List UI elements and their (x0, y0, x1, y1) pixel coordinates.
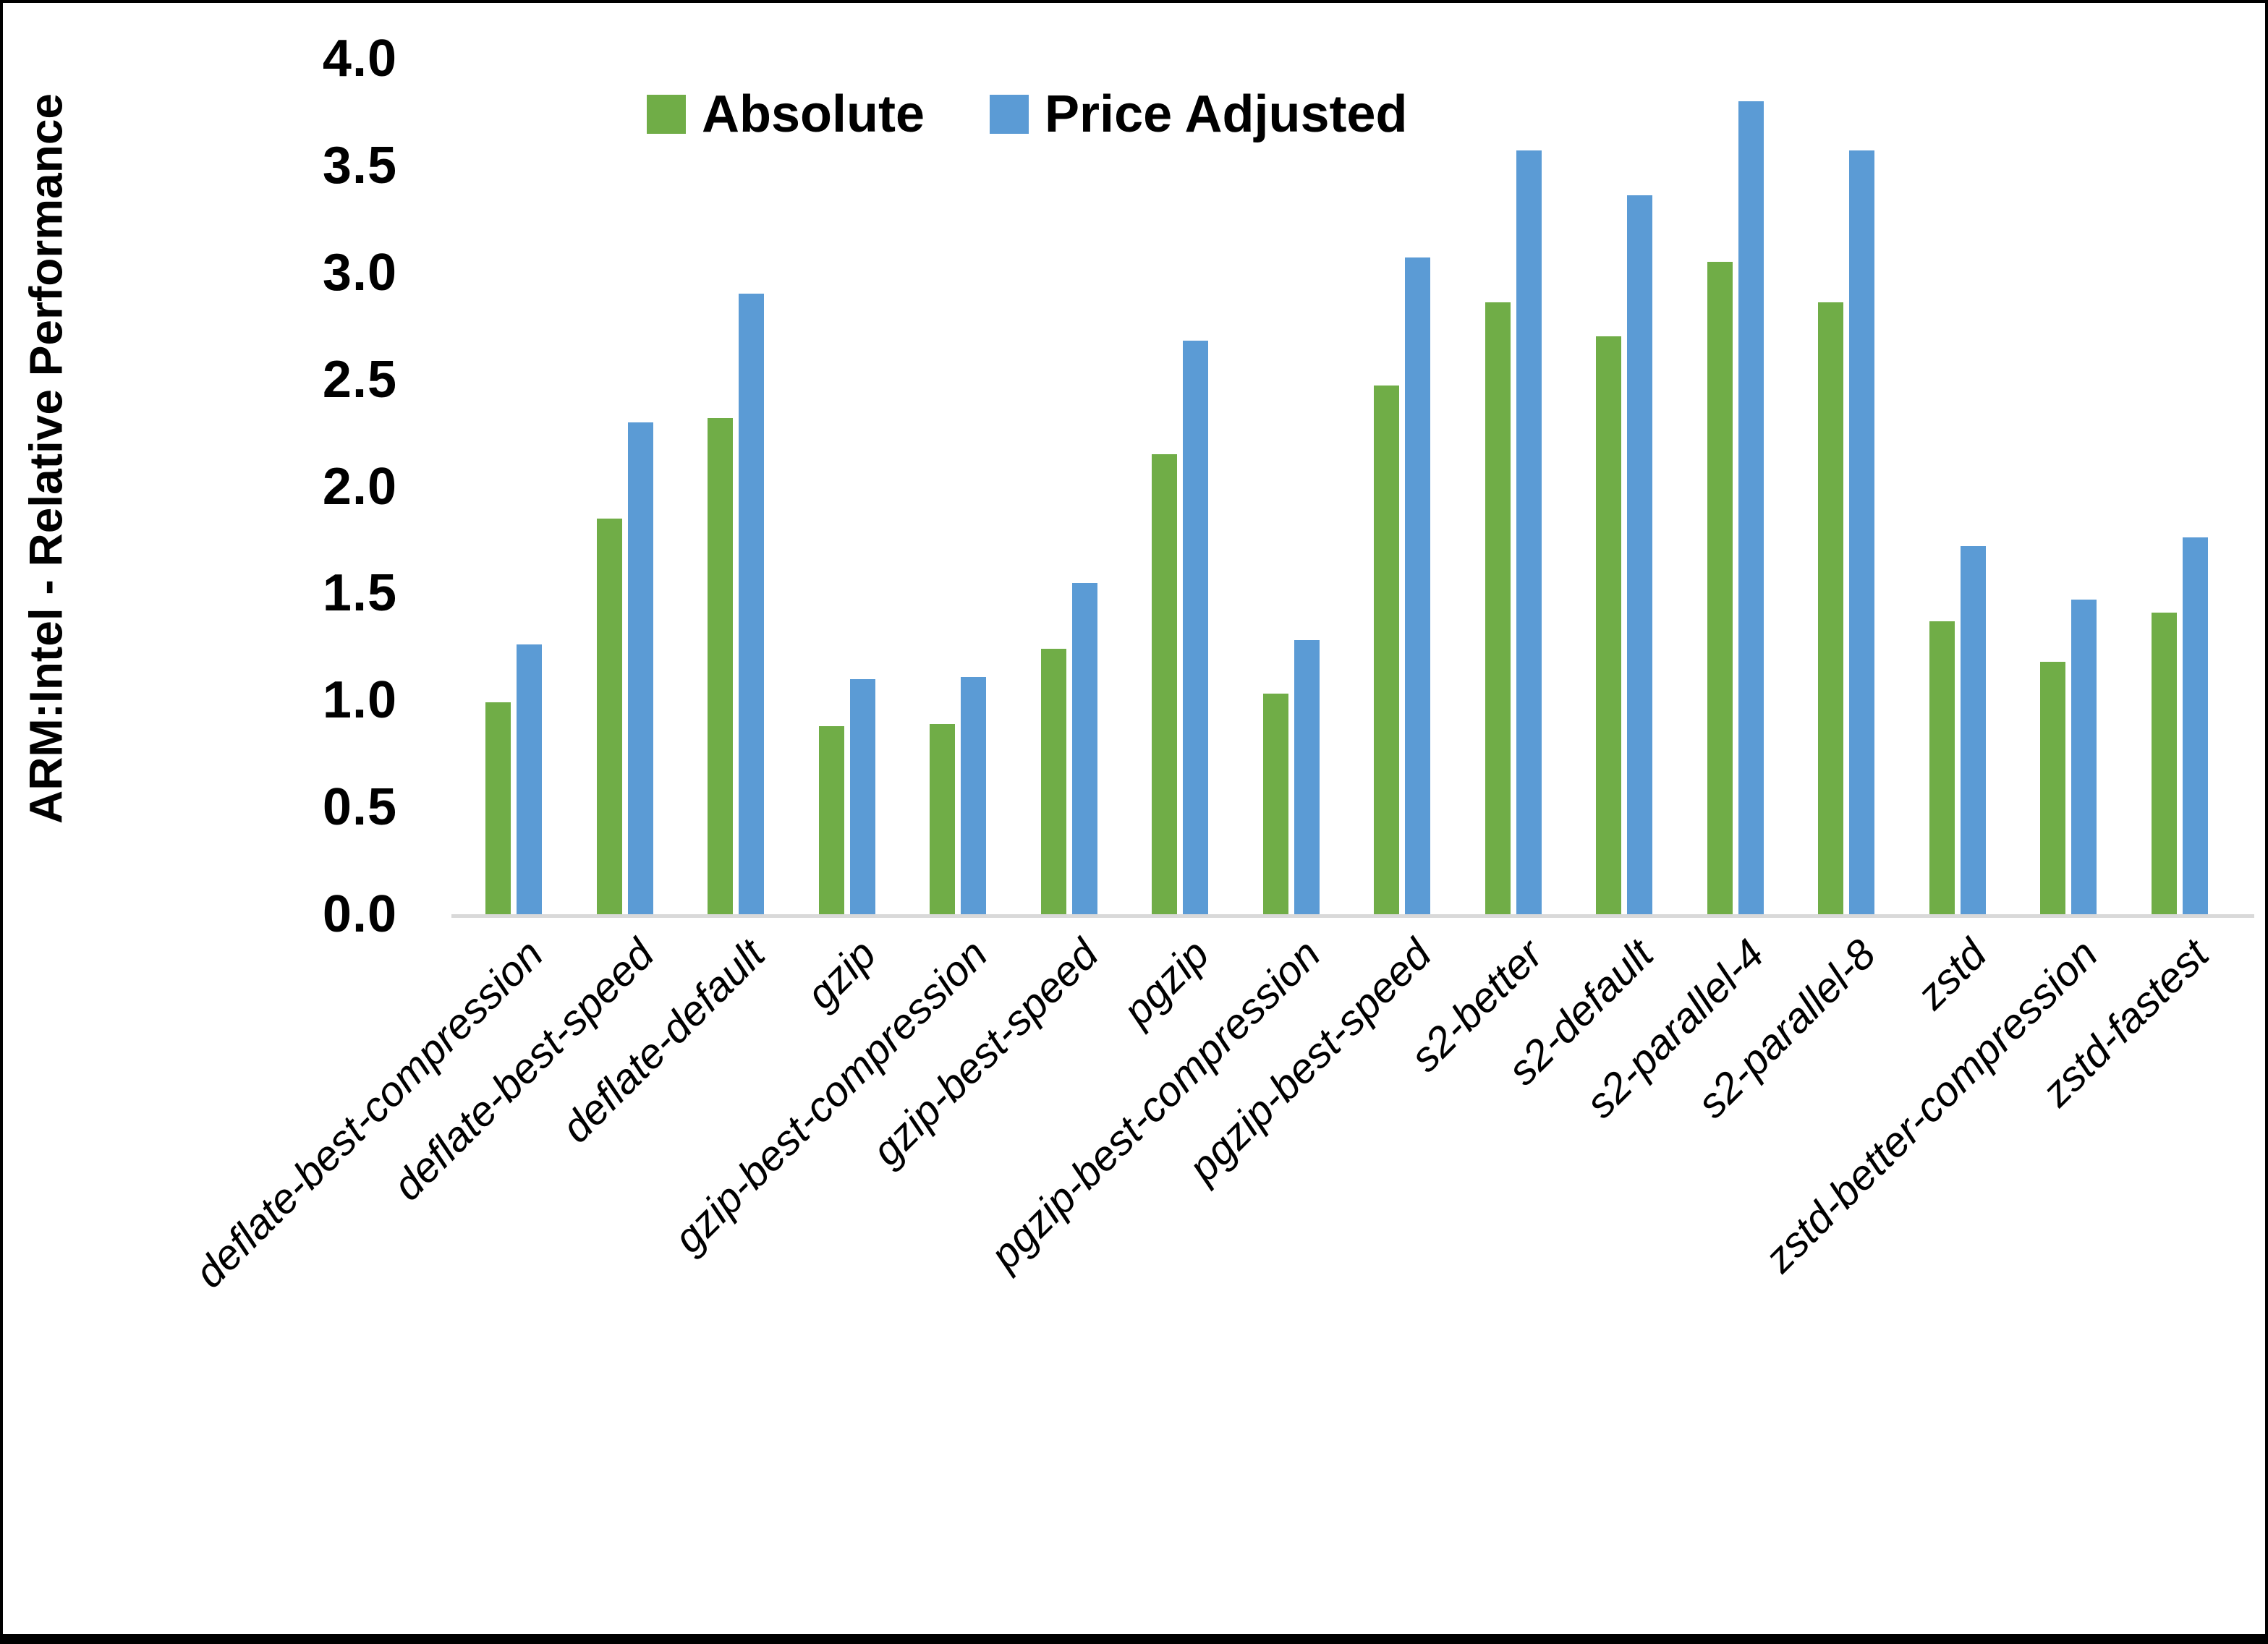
plot-area (3, 3, 2265, 1634)
bar-absolute-zstd (1929, 621, 1955, 914)
bar-absolute-pgzip (1152, 454, 1177, 914)
legend-item-price-adjusted: Price Adjusted (990, 88, 1407, 140)
bar-price-adjusted-pgzip (1183, 341, 1208, 914)
legend-swatch-price-adjusted (990, 95, 1029, 134)
y-tick-label-2.0: 2.0 (322, 457, 397, 516)
bar-price-adjusted-zstd-fastest (2182, 537, 2208, 914)
legend: Absolute Price Adjusted (647, 88, 1407, 140)
bar-absolute-zstd-better-compression (2040, 662, 2065, 914)
bar-absolute-deflate-default (708, 417, 733, 914)
bar-absolute-pgzip-best-compression (1262, 694, 1288, 914)
bar-absolute-s2-parallel-8 (1818, 302, 1843, 914)
y-tick-label-0.0: 0.0 (322, 885, 397, 943)
y-tick-label-3.0: 3.0 (322, 243, 397, 302)
y-tick-label-1.5: 1.5 (322, 564, 397, 623)
bar-price-adjusted-deflate-default (739, 294, 764, 914)
bar-price-adjusted-s2-parallel-8 (1849, 150, 1874, 914)
bar-absolute-s2-default (1596, 336, 1621, 914)
bar-price-adjusted-pgzip-best-speed (1405, 257, 1430, 914)
y-tick-label-2.5: 2.5 (322, 350, 397, 409)
bar-price-adjusted-s2-parallel-4 (1738, 101, 1764, 914)
bar-absolute-s2-parallel-4 (1707, 261, 1733, 914)
bar-absolute-deflate-best-speed (596, 518, 622, 914)
bar-price-adjusted-zstd (1960, 546, 1986, 914)
bar-absolute-zstd-fastest (2151, 612, 2177, 914)
y-tick-label-4.0: 4.0 (322, 30, 397, 88)
bar-price-adjusted-gzip-best-compression (961, 676, 986, 914)
bar-absolute-gzip-best-speed (1040, 649, 1066, 914)
bar-absolute-s2-better (1485, 302, 1511, 914)
y-tick-label-1.0: 1.0 (322, 671, 397, 730)
y-tick-label-3.5: 3.5 (322, 136, 397, 195)
bar-price-adjusted-zstd-better-compression (2071, 600, 2097, 914)
legend-label-price-adjusted: Price Adjusted (1045, 85, 1408, 143)
bar-price-adjusted-deflate-best-speed (627, 422, 653, 914)
bar-price-adjusted-deflate-best-compression (517, 644, 542, 914)
bar-absolute-gzip-best-compression (930, 723, 955, 914)
bar-price-adjusted-pgzip-best-compression (1294, 640, 1320, 914)
y-tick-label-0.5: 0.5 (322, 778, 397, 837)
legend-item-absolute: Absolute (647, 88, 925, 140)
x-axis-line (451, 914, 2254, 918)
bar-price-adjusted-gzip-best-speed (1071, 582, 1097, 914)
bar-absolute-gzip (818, 725, 844, 914)
bar-absolute-pgzip-best-speed (1374, 386, 1399, 914)
legend-label-absolute: Absolute (702, 85, 925, 143)
bar-absolute-deflate-best-compression (485, 702, 511, 914)
bar-price-adjusted-s2-better (1516, 150, 1542, 914)
bar-price-adjusted-gzip (849, 678, 875, 914)
bar-price-adjusted-s2-default (1627, 195, 1652, 914)
legend-swatch-absolute (647, 95, 686, 134)
